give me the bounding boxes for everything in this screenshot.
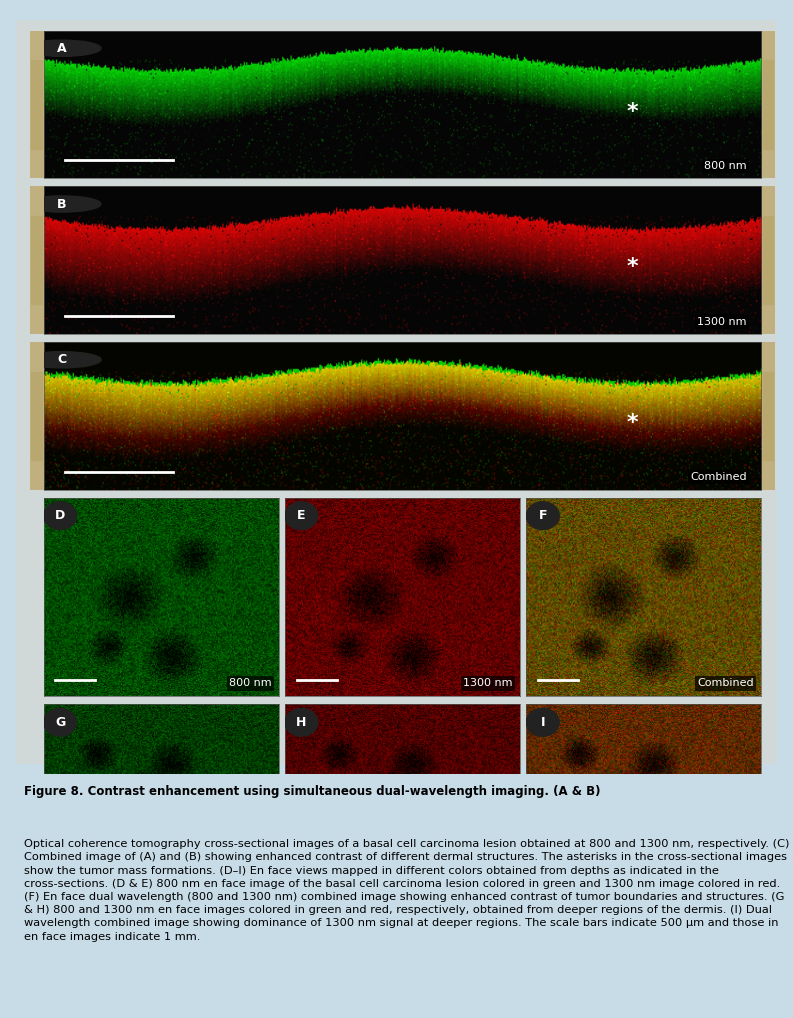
Text: 1300 nm: 1300 nm <box>697 317 747 327</box>
Text: Combined: Combined <box>690 472 747 483</box>
Text: I: I <box>541 716 545 729</box>
Text: Combined: Combined <box>698 678 754 688</box>
Circle shape <box>22 40 101 56</box>
Bar <box>763 216 773 304</box>
Text: Optical coherence tomography cross-sectional images of a basal cell carcinoma le: Optical coherence tomography cross-secti… <box>24 839 789 942</box>
Text: F: F <box>538 509 547 522</box>
Text: H: H <box>297 716 307 729</box>
Text: C: C <box>57 353 66 366</box>
Text: Combined: Combined <box>698 885 754 895</box>
Text: G: G <box>55 716 65 729</box>
Circle shape <box>22 195 101 212</box>
Text: Figure 8. Contrast enhancement using simultaneous dual-wavelength imaging. (A & : Figure 8. Contrast enhancement using sim… <box>24 786 600 798</box>
Text: 1300 nm: 1300 nm <box>463 885 513 895</box>
Circle shape <box>22 351 101 367</box>
Circle shape <box>285 502 318 529</box>
Text: 1300 nm: 1300 nm <box>463 678 513 688</box>
Text: *: * <box>626 102 638 122</box>
Text: 800 nm: 800 nm <box>229 885 271 895</box>
Circle shape <box>527 709 559 736</box>
Bar <box>32 372 42 460</box>
Bar <box>763 372 773 460</box>
Bar <box>32 216 42 304</box>
Text: E: E <box>297 509 305 522</box>
Text: B: B <box>57 197 67 211</box>
Bar <box>32 60 42 149</box>
Circle shape <box>285 709 318 736</box>
Text: 800 nm: 800 nm <box>229 678 271 688</box>
Text: 800 nm: 800 nm <box>704 161 747 171</box>
Text: A: A <box>57 42 67 55</box>
Circle shape <box>44 502 76 529</box>
Circle shape <box>527 502 559 529</box>
Text: *: * <box>626 258 638 278</box>
Text: *: * <box>626 413 638 434</box>
Circle shape <box>44 709 76 736</box>
Bar <box>763 60 773 149</box>
Text: D: D <box>55 509 65 522</box>
